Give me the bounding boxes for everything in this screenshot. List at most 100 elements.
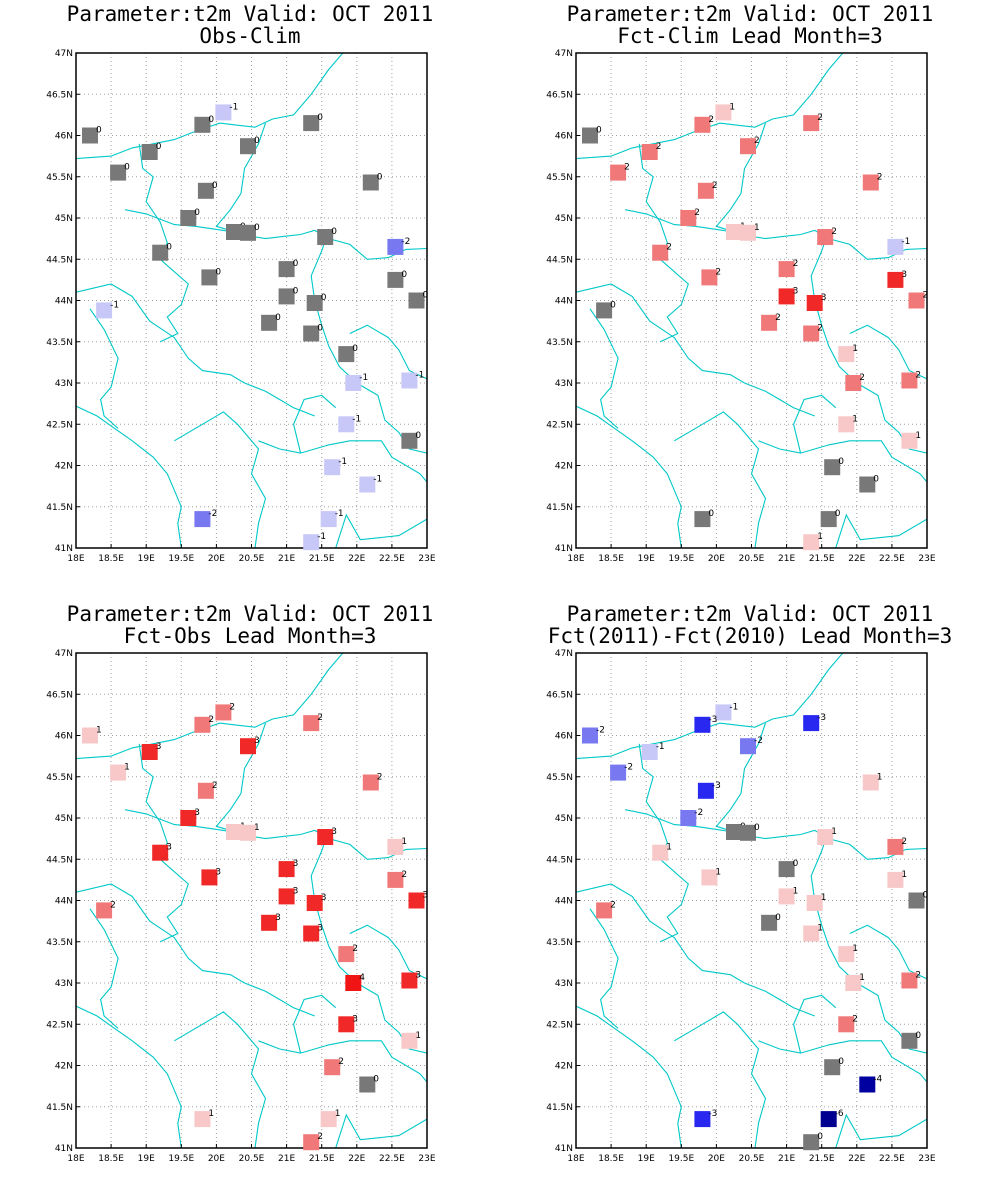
- station-value-label: 0: [817, 1132, 823, 1142]
- station-marker: [240, 138, 256, 155]
- station-marker: [838, 416, 855, 433]
- y-tick-label: 45.5N: [46, 773, 73, 783]
- station-marker: [387, 238, 404, 255]
- station-marker: [338, 946, 355, 963]
- coastline-path: [349, 324, 427, 380]
- y-tick-label: 43.5N: [46, 938, 73, 948]
- station-value-label: 2: [712, 181, 718, 191]
- station-marker: [362, 174, 379, 191]
- y-tick-label: 43N: [55, 379, 73, 389]
- map-plot: 18E 18.5E 19E 19.5E 20E 20.5E 21E 21.5E 22E 22.5E…: [546, 49, 936, 564]
- station-marker: [859, 1076, 876, 1093]
- station-value-label: 3: [793, 286, 799, 296]
- panel-title: Parameter:t2m Valid: OCT 2011: [66, 2, 434, 26]
- x-tick-label: 20E: [708, 1154, 725, 1164]
- station-value-label: 0: [352, 344, 358, 354]
- station-marker: [82, 727, 98, 744]
- station-value-label: 2: [817, 324, 823, 334]
- coastline-path: [674, 411, 767, 548]
- x-tick-label: 21E: [278, 1154, 295, 1164]
- station-value-label: 0: [293, 286, 299, 296]
- station-marker: [180, 210, 197, 226]
- station-value-label: 1: [124, 763, 130, 773]
- station-value-label: 2: [817, 113, 823, 123]
- station-marker: [715, 704, 732, 721]
- y-tick-label: 44.5N: [546, 855, 573, 865]
- station-marker: [806, 895, 823, 911]
- station-value-label: 2: [923, 291, 929, 301]
- station-marker: [303, 1134, 320, 1151]
- y-tick-label: 43.5N: [546, 338, 573, 348]
- station-marker: [387, 871, 404, 888]
- station-marker: [408, 892, 425, 909]
- station-value-label: 2: [610, 900, 616, 910]
- coastlines: [576, 53, 927, 548]
- x-tick-label: 20.5E: [739, 1154, 765, 1164]
- station-marker: [303, 925, 320, 942]
- station-value-label: 1: [96, 726, 102, 736]
- x-tick-label: 19E: [638, 1154, 655, 1164]
- station-value-label: -3: [817, 713, 826, 723]
- station-value-label: 2: [401, 870, 407, 880]
- station-value-label: -1: [338, 457, 347, 467]
- x-tick-label: 21.5E: [309, 1154, 335, 1164]
- station-value-label: -2: [596, 726, 605, 736]
- y-tick-label: 42.5N: [46, 1020, 73, 1030]
- station-value-label: 2: [110, 900, 116, 910]
- y-tick-label: 46.5N: [46, 690, 73, 700]
- station-value-label: 2: [624, 163, 630, 173]
- x-tick-label: 22.5E: [379, 1154, 405, 1164]
- station-value-label: 0: [208, 115, 214, 125]
- station-marker: [278, 888, 295, 905]
- station-value-label: 2: [229, 702, 235, 712]
- station-value-label: -1: [729, 702, 738, 712]
- coastline-path: [715, 122, 767, 234]
- station-marker: [387, 838, 404, 855]
- coastline-path: [293, 394, 337, 454]
- x-tick-label: 22.5E: [879, 1154, 905, 1164]
- station-value-label: 1: [715, 867, 721, 877]
- station-marker: [387, 271, 404, 288]
- station-marker: [859, 476, 876, 493]
- station-marker: [803, 1134, 820, 1151]
- station-value-label: 2: [901, 837, 907, 847]
- station-value-label: 0: [708, 509, 714, 519]
- station-value-label: 1: [831, 827, 837, 837]
- station-value-label: 2: [915, 971, 921, 981]
- y-tick-label: 44.5N: [46, 855, 73, 865]
- station-value-label: 3: [156, 742, 162, 752]
- station-value-label: 0: [317, 113, 323, 123]
- x-tick-label: 18E: [67, 554, 84, 564]
- y-tick-label: 41.5N: [46, 503, 73, 513]
- station-value-label: 1: [793, 886, 799, 896]
- station-marker: [824, 459, 841, 476]
- x-tick-label: 20.5E: [239, 1154, 265, 1164]
- station-marker: [641, 144, 658, 160]
- x-tick-label: 21E: [278, 554, 295, 564]
- y-tick-label: 45N: [555, 214, 573, 224]
- y-tick-label: 46.5N: [46, 90, 73, 100]
- y-tick-label: 43N: [555, 379, 573, 389]
- station-marker: [320, 1111, 337, 1128]
- station-marker: [694, 1111, 711, 1128]
- station-marker: [180, 810, 197, 826]
- station-value-label: 0: [596, 126, 602, 136]
- station-value-label: 3: [821, 293, 827, 303]
- x-tick-label: 21E: [778, 1154, 795, 1164]
- coastline-path: [174, 411, 267, 548]
- y-tick-label: 41N: [55, 544, 73, 554]
- station-value-label: 2: [656, 142, 662, 152]
- x-tick-label: 21.5E: [809, 1154, 835, 1164]
- station-marker: [845, 375, 862, 391]
- station-marker: [401, 432, 418, 449]
- station-value-label: 1: [401, 837, 407, 847]
- station-value-label: -1: [335, 509, 344, 519]
- x-tick-label: 22E: [348, 554, 365, 564]
- station-marker: [740, 224, 756, 241]
- station-marker: [226, 824, 242, 840]
- y-tick-label: 45.5N: [546, 173, 573, 183]
- station-marker: [803, 925, 820, 942]
- station-value-label: 2: [212, 781, 218, 791]
- station-value-label: 2: [694, 208, 700, 218]
- station-marker: [778, 861, 795, 878]
